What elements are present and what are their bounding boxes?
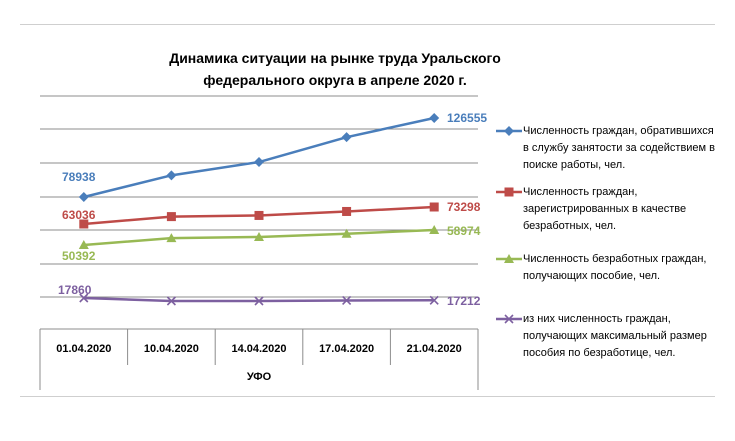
data-point-s2-1 bbox=[166, 233, 177, 243]
legend-symbol bbox=[504, 314, 514, 324]
data-label-last-s3: 17212 bbox=[447, 294, 481, 308]
data-point-s3-1-stroke-b bbox=[166, 296, 176, 306]
data-point-s0-0 bbox=[78, 192, 89, 202]
legend-symbol bbox=[504, 126, 514, 136]
legend-symbol-stroke-b bbox=[504, 314, 514, 324]
data-point-s2-0 bbox=[78, 240, 89, 249]
data-point-s1-2 bbox=[254, 210, 264, 220]
data-label-first-s1: 63036 bbox=[62, 208, 96, 222]
data-point-s3-4-stroke-b bbox=[429, 295, 439, 305]
data-point-s0-4 bbox=[429, 113, 440, 123]
data-label-last-s2: 58974 bbox=[447, 224, 481, 238]
legend-symbol bbox=[504, 187, 514, 197]
data-point-s2-4 bbox=[429, 225, 440, 234]
data-point-s1-3 bbox=[342, 206, 352, 216]
frame-bottom-line bbox=[20, 396, 715, 397]
chart-title: Динамика ситуации на рынке труда Уральск… bbox=[169, 50, 501, 88]
legend-label-benefit-recipients: Численность безработных граждан, получаю… bbox=[523, 253, 707, 282]
x-tick-label: 17.04.2020 bbox=[319, 343, 374, 355]
data-point-s3-1 bbox=[166, 296, 176, 306]
data-point-s3-4 bbox=[429, 295, 439, 305]
x-tick-label: 14.04.2020 bbox=[231, 343, 286, 355]
data-point-s0-2 bbox=[254, 157, 264, 168]
data-label-first-s2: 50392 bbox=[62, 249, 96, 263]
data-label-first-s0: 78938 bbox=[62, 170, 96, 184]
x-tick-label: 21.04.2020 bbox=[407, 343, 462, 355]
data-point-s3-2-stroke-b bbox=[254, 296, 264, 306]
data-point-s3-0-stroke-b bbox=[79, 293, 89, 303]
data-label-first-s3: 17860 bbox=[58, 283, 92, 297]
data-point-s2-2 bbox=[254, 231, 264, 241]
data-point-s0-1 bbox=[166, 170, 177, 181]
legend-marker-benefit-recipients bbox=[496, 254, 522, 263]
data-point-s1-4 bbox=[429, 202, 439, 212]
data-point-s3-3 bbox=[342, 295, 352, 306]
legend-marker-registered-unemployed bbox=[496, 187, 522, 197]
x-axis-label: УФО bbox=[247, 371, 272, 383]
data-point-s3-0 bbox=[79, 293, 89, 303]
data-point-s3-3-stroke-b bbox=[342, 295, 352, 306]
data-point-s2-3 bbox=[341, 228, 352, 238]
x-tick-label: 01.04.2020 bbox=[56, 343, 111, 355]
legend-label-applicants: Численность граждан, обратившихся в служ… bbox=[523, 125, 716, 171]
data-point-s1-1 bbox=[166, 212, 176, 222]
legend-label-max-benefit: из них численность граждан, получающих м… bbox=[523, 313, 707, 359]
data-point-s1-0 bbox=[79, 219, 89, 229]
legend-label-registered-unemployed: Численность граждан, зарегистрированных … bbox=[523, 186, 687, 232]
data-label-last-s0: 126555 bbox=[447, 111, 487, 125]
legend-marker-max-benefit bbox=[496, 314, 522, 324]
frame-top-line bbox=[20, 24, 715, 25]
legend-marker-applicants bbox=[496, 126, 522, 136]
data-label-last-s1: 73298 bbox=[447, 200, 481, 214]
data-point-s0-3 bbox=[341, 132, 352, 143]
legend-symbol bbox=[504, 254, 514, 263]
data-point-s3-2 bbox=[254, 296, 264, 306]
x-tick-label: 10.04.2020 bbox=[144, 343, 199, 355]
